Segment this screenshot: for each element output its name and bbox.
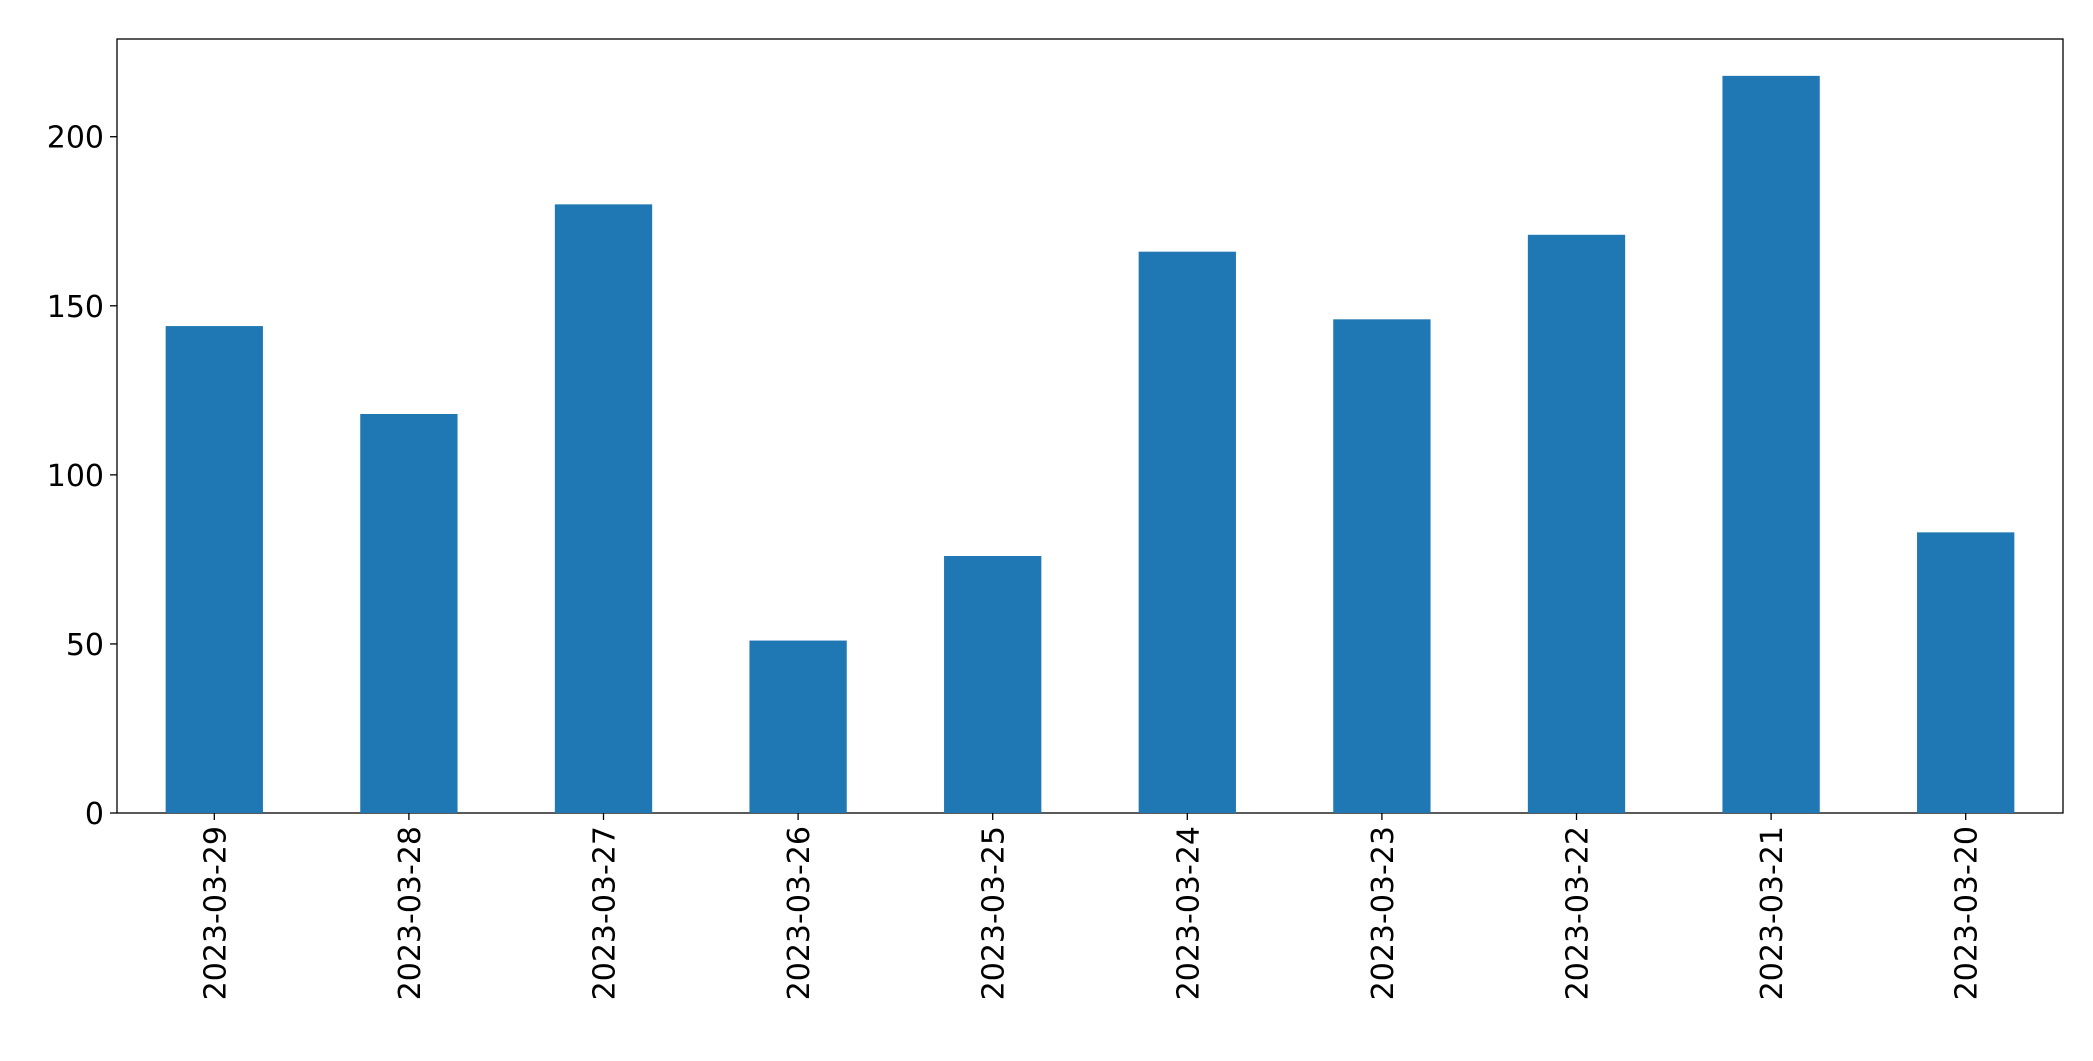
y-tick-label: 50: [66, 628, 104, 663]
x-tick-label: 2023-03-23: [1366, 826, 1401, 1000]
bar: [1527, 234, 1626, 813]
x-tick-label: 2023-03-27: [588, 826, 623, 1000]
bar: [554, 204, 653, 814]
x-tick-label: 2023-03-22: [1561, 826, 1596, 1000]
bar: [1917, 532, 2015, 813]
bar: [944, 556, 1042, 813]
x-tick-label: 2023-03-29: [198, 826, 233, 1000]
bar: [749, 640, 847, 813]
bar: [1138, 251, 1236, 813]
x-tick-label: 2023-03-20: [1950, 826, 1985, 1000]
bar: [1722, 75, 1820, 814]
x-tick-label: 2023-03-24: [1171, 826, 1206, 1000]
x-tick-label: 2023-03-26: [782, 826, 817, 1000]
y-tick-label: 0: [85, 797, 104, 832]
bar: [165, 326, 263, 813]
x-tick-label: 2023-03-28: [393, 826, 428, 1000]
y-tick-label: 200: [47, 121, 104, 156]
x-tick-label: 2023-03-21: [1755, 826, 1790, 1000]
plot-frame: [116, 38, 2064, 814]
bar: [360, 413, 458, 813]
y-tick-label: 100: [47, 459, 104, 494]
bar: [1333, 319, 1431, 813]
x-tick-label: 2023-03-25: [977, 826, 1012, 1000]
y-tick-label: 150: [47, 290, 104, 325]
